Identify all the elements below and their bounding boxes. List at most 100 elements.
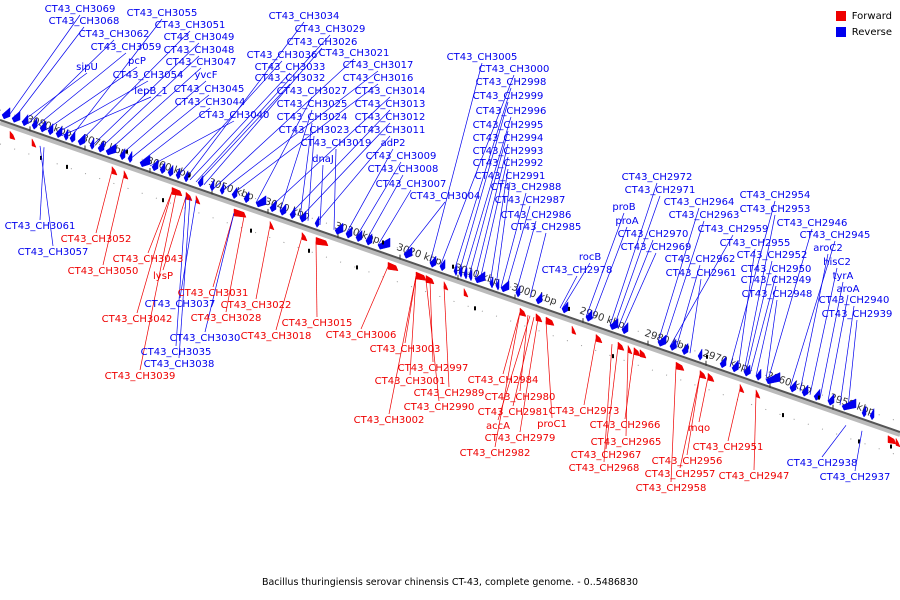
forward-gene[interactable] <box>755 388 761 399</box>
reverse-gene[interactable] <box>279 203 287 216</box>
reverse-gene[interactable] <box>861 404 867 418</box>
gene-label[interactable]: mqo <box>688 423 710 434</box>
reverse-gene[interactable] <box>500 280 510 293</box>
reverse-gene[interactable] <box>231 186 238 200</box>
gene-label[interactable]: dnaJ <box>312 154 334 165</box>
gene-label[interactable]: CT43_CH3013 <box>355 99 426 110</box>
gene-label[interactable]: CT43_CH2940 <box>819 295 890 306</box>
gene-label[interactable]: CT43_CH3003 <box>370 344 441 355</box>
gene-label[interactable]: CT43_CH2967 <box>571 450 642 461</box>
reverse-gene[interactable] <box>621 321 629 335</box>
gene-label[interactable]: CT43_CH3015 <box>282 318 353 329</box>
gene-label[interactable]: CT43_CH2993 <box>473 146 544 157</box>
gene-label[interactable]: CT43_CH2981 <box>478 407 549 418</box>
gene-label[interactable]: CT43_CH2955 <box>720 238 791 249</box>
gene-label[interactable]: CT43_CH2984 <box>468 375 539 386</box>
gene-label[interactable]: CT43_CH2978 <box>542 265 613 276</box>
gene-label[interactable]: CT43_CH2958 <box>636 483 707 494</box>
reverse-gene[interactable] <box>681 342 689 355</box>
gene-label[interactable]: CT43_CH2952 <box>737 250 808 261</box>
reverse-gene[interactable] <box>183 169 189 183</box>
gene-label[interactable]: CT43_CH3023 <box>279 125 350 136</box>
gene-label[interactable]: CT43_CH2945 <box>800 230 871 241</box>
reverse-gene[interactable] <box>365 233 373 246</box>
gene-label[interactable]: aroA <box>837 284 860 295</box>
reverse-gene[interactable] <box>31 117 38 130</box>
gene-label[interactable]: CT43_CH2950 <box>741 264 812 275</box>
gene-label[interactable]: CT43_CH3024 <box>277 112 348 123</box>
gene-label[interactable]: proB <box>612 202 635 213</box>
gene-label[interactable]: CT43_CH3027 <box>277 86 348 97</box>
gene-label[interactable]: CT43_CH2965 <box>591 437 662 448</box>
gene-label[interactable]: aroC2 <box>813 243 842 254</box>
gene-label[interactable]: CT43_CH3033 <box>255 62 326 73</box>
gene-label[interactable]: CT43_CH2982 <box>460 448 531 459</box>
gene-label[interactable]: CT43_CH3025 <box>277 99 348 110</box>
gene-label[interactable]: CT43_CH2970 <box>618 229 689 240</box>
reverse-gene[interactable] <box>139 155 151 168</box>
reverse-gene[interactable] <box>21 113 29 127</box>
reverse-gene[interactable] <box>429 255 437 268</box>
gene-label[interactable]: lepB_1 <box>134 86 168 97</box>
reverse-gene[interactable] <box>697 348 703 361</box>
forward-gene[interactable] <box>627 344 633 355</box>
gene-label[interactable]: CT43_CH3047 <box>166 57 237 68</box>
reverse-gene[interactable] <box>89 137 95 150</box>
reverse-gene[interactable] <box>827 393 835 406</box>
reverse-gene[interactable] <box>535 292 543 305</box>
gene-label[interactable]: CT43_CH2980 <box>485 392 556 403</box>
gene-label[interactable]: CT43_CH3055 <box>127 8 198 19</box>
reverse-gene[interactable] <box>119 147 126 161</box>
forward-gene[interactable] <box>301 231 308 242</box>
gene-label[interactable]: CT43_CH3017 <box>343 60 414 71</box>
gene-label[interactable]: proC1 <box>537 419 567 430</box>
reverse-gene[interactable] <box>334 222 344 235</box>
gene-label[interactable]: CT43_CH2939 <box>822 309 893 320</box>
gene-label[interactable]: CT43_CH2946 <box>777 218 848 229</box>
gene-label[interactable]: CT43_CH2957 <box>645 469 716 480</box>
gene-label[interactable]: CT43_CH3021 <box>319 48 390 59</box>
gene-label[interactable]: CT43_CH3029 <box>295 24 366 35</box>
gene-label[interactable]: CT43_CH2998 <box>476 77 547 88</box>
gene-label[interactable]: CT43_CH2948 <box>742 289 813 300</box>
forward-gene[interactable] <box>463 287 469 298</box>
gene-label[interactable]: CT43_CH2937 <box>820 472 891 483</box>
forward-gene[interactable] <box>595 333 603 344</box>
reverse-gene[interactable] <box>468 269 473 282</box>
gene-label[interactable]: CT43_CH2954 <box>740 190 811 201</box>
gene-label[interactable]: CT43_CH2989 <box>414 388 485 399</box>
gene-label[interactable]: CT43_CH3006 <box>326 330 397 341</box>
forward-gene[interactable] <box>233 208 247 218</box>
forward-gene[interactable] <box>617 341 625 351</box>
gene-label[interactable]: CT43_CH2966 <box>590 420 661 431</box>
gene-label[interactable]: CT43_CH2988 <box>491 182 562 193</box>
gene-label[interactable]: CT43_CH3052 <box>61 234 132 245</box>
reverse-gene[interactable] <box>77 133 86 146</box>
gene-label[interactable]: CT43_CH3001 <box>375 376 446 387</box>
reverse-gene[interactable] <box>355 229 363 242</box>
gene-label[interactable]: CT43_CH2951 <box>693 442 764 453</box>
forward-gene[interactable] <box>443 280 449 291</box>
gene-label[interactable]: CT43_CH2995 <box>473 120 544 131</box>
reverse-gene[interactable] <box>255 195 267 208</box>
gene-label[interactable]: CT43_CH3032 <box>255 73 326 84</box>
reverse-gene[interactable] <box>719 355 727 369</box>
gene-label[interactable]: CT43_CH3050 <box>68 266 139 277</box>
reverse-gene[interactable] <box>489 276 494 289</box>
reverse-gene[interactable] <box>458 266 463 278</box>
gene-label[interactable]: CT43_CH3048 <box>164 45 235 56</box>
gene-label[interactable]: CT43_CH3026 <box>287 37 358 48</box>
gene-label[interactable]: sipU <box>76 62 98 73</box>
gene-label[interactable]: hisC2 <box>823 257 851 268</box>
gene-label[interactable]: CT43_CH2972 <box>622 172 693 183</box>
forward-gene[interactable] <box>675 361 685 371</box>
gene-label[interactable]: CT43_CH3019 <box>301 138 372 149</box>
reverse-gene[interactable] <box>345 226 353 239</box>
reverse-gene[interactable] <box>755 368 762 381</box>
forward-gene[interactable] <box>633 347 641 357</box>
forward-gene[interactable] <box>571 325 577 335</box>
gene-label[interactable]: CT43_CH3028 <box>191 313 262 324</box>
gene-label[interactable]: CT43_CH2999 <box>473 91 544 102</box>
gene-label[interactable]: CT43_CH3059 <box>91 42 162 53</box>
gene-label[interactable]: CT43_CH3000 <box>479 64 550 75</box>
